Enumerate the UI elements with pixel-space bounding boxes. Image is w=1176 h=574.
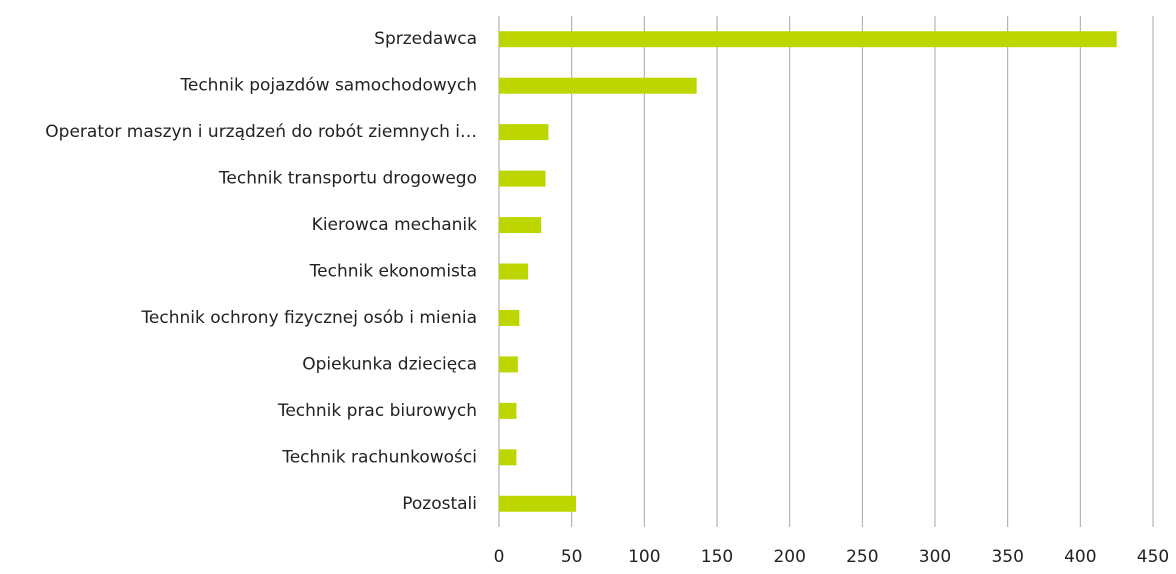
y-tick-label: Opiekunka dziecięca — [302, 354, 477, 374]
x-tick-label: 250 — [846, 547, 878, 567]
bar — [499, 77, 697, 94]
y-tick-label: Operator maszyn i urządzeń do robót ziem… — [45, 122, 477, 142]
bar — [499, 170, 546, 187]
bar — [499, 124, 549, 141]
bar — [499, 449, 517, 466]
bar — [499, 402, 517, 419]
bar — [499, 309, 520, 326]
y-tick-label: Technik ochrony fizycznej osób i mienia — [140, 308, 477, 328]
x-tick-label: 50 — [561, 547, 583, 567]
bar — [499, 263, 529, 280]
x-tick-label: 400 — [1064, 547, 1096, 567]
x-tick-label: 450 — [1137, 547, 1169, 567]
y-tick-label: Technik ekonomista — [309, 262, 477, 282]
y-tick-label: Sprzedawca — [374, 29, 477, 49]
x-tick-label: 200 — [773, 547, 805, 567]
y-tick-label: Technik pojazdów samochodowych — [179, 76, 477, 96]
bar — [499, 495, 577, 512]
bar — [499, 31, 1117, 48]
y-tick-label: Kierowca mechanik — [312, 215, 477, 235]
y-tick-label: Pozostali — [402, 494, 477, 514]
x-tick-label: 350 — [991, 547, 1023, 567]
y-tick-label: Technik prac biurowych — [277, 401, 477, 421]
x-tick-label: 0 — [494, 547, 505, 567]
bar — [499, 217, 542, 234]
x-tick-label: 300 — [919, 547, 951, 567]
x-tick-label: 150 — [701, 547, 733, 567]
y-tick-label: Technik transportu drogowego — [218, 169, 477, 189]
bar — [499, 356, 518, 373]
x-tick-label: 100 — [628, 547, 660, 567]
y-tick-label: Technik rachunkowości — [281, 447, 477, 467]
